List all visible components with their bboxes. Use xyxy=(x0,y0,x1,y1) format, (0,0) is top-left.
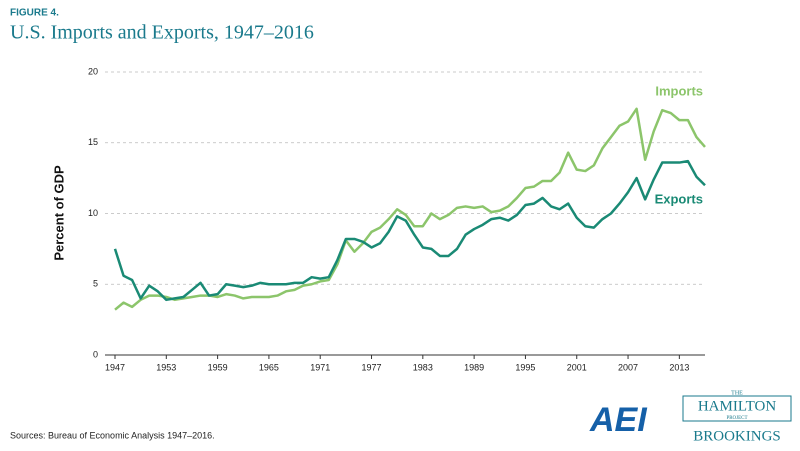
x-tick-label: 1965 xyxy=(259,362,279,372)
y-tick-label: 10 xyxy=(88,208,98,218)
x-tick-label: 1971 xyxy=(310,362,330,372)
legend-label: Imports xyxy=(655,83,703,98)
hamilton-logo: THE HAMILTON PROJECT BROOKINGS xyxy=(682,390,792,444)
y-tick-label: 15 xyxy=(88,137,98,147)
logo-text: THE xyxy=(731,390,743,396)
logo-text: BROOKINGS xyxy=(693,428,781,444)
x-tick-label: 1983 xyxy=(413,362,433,372)
logo-text: HAMILTON xyxy=(698,398,777,414)
logo-text: PROJECT xyxy=(726,416,747,421)
legend-label: Exports xyxy=(655,192,703,207)
x-tick-label: 1947 xyxy=(105,362,125,372)
source-note: Sources: Bureau of Economic Analysis 194… xyxy=(10,430,215,440)
figure-label: FIGURE 4. xyxy=(10,8,59,19)
aei-logo: AEI xyxy=(589,401,648,439)
y-tick-label: 20 xyxy=(88,66,98,76)
x-tick-label: 1989 xyxy=(464,362,484,372)
series-line xyxy=(113,159,706,302)
y-tick-label: 5 xyxy=(93,279,98,289)
x-tick-label: 1959 xyxy=(208,362,228,372)
x-tick-label: 1995 xyxy=(515,362,535,372)
x-tick-label: 1953 xyxy=(156,362,176,372)
logo-text: AEI xyxy=(589,401,648,439)
x-tick-label: 2007 xyxy=(618,362,638,372)
x-tick-label: 2013 xyxy=(669,362,689,372)
y-axis-label: Percent of GDP xyxy=(51,165,66,261)
y-tick-label: 0 xyxy=(93,349,98,359)
series-line xyxy=(114,107,706,311)
x-tick-label: 1977 xyxy=(362,362,382,372)
x-tick-label: 2001 xyxy=(567,362,587,372)
logo-frame xyxy=(682,395,792,422)
chart-title: U.S. Imports and Exports, 1947–2016 xyxy=(10,22,314,44)
